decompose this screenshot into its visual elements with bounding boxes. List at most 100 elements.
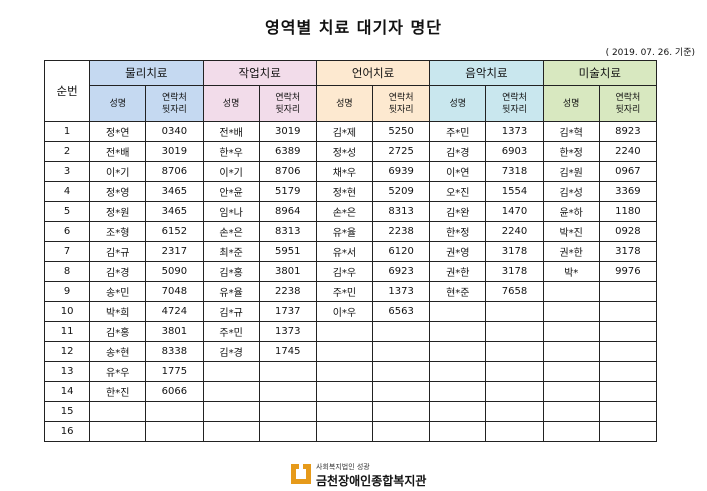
- phone-suffix-cell: [598, 421, 658, 442]
- patient-name-cell: 김*경: [429, 141, 487, 162]
- row-number: 2: [43, 141, 91, 162]
- patient-name-cell: [202, 401, 260, 422]
- patient-name-cell: 김*경: [202, 341, 260, 362]
- patient-name-cell: [202, 361, 260, 382]
- table-row: 11 김*홍 3801 주*민 1373: [43, 321, 658, 342]
- patient-name-cell: 정*현: [315, 181, 374, 202]
- phone-suffix-cell: [485, 341, 544, 362]
- table-row: 5 정*원 3465 임*나 8964 손*은 8313 김*완 1470 윤*하 1180: [43, 201, 658, 222]
- phone-suffix-cell: 5179: [258, 181, 317, 202]
- phone-suffix-cell: 5250: [372, 121, 431, 142]
- patient-name-cell: [429, 321, 487, 342]
- phone-suffix-cell: 1554: [485, 181, 544, 202]
- phone-suffix-cell: 3465: [145, 181, 204, 202]
- patient-name-cell: 김*홍: [89, 321, 147, 342]
- patient-name-cell: [89, 401, 147, 422]
- patient-name-cell: 유*서: [315, 241, 374, 262]
- table-row: 9 송*민 7048 유*율 2238 주*민 1373 현*준 7658: [43, 281, 658, 302]
- patient-name-cell: 주*민: [315, 281, 374, 302]
- phone-suffix-cell: [485, 361, 544, 382]
- phone-suffix-cell: 0340: [145, 121, 204, 142]
- phone-column-header: 연락처 뒷자리: [372, 85, 431, 122]
- patient-name-cell: 오*진: [429, 181, 487, 202]
- phone-suffix-cell: 8706: [258, 161, 317, 182]
- phone-suffix-cell: 3369: [598, 181, 658, 202]
- table-row: 1 정*연 0340 전*배 3019 김*제 5250 주*민 1373 김*혁 8923: [43, 121, 658, 142]
- patient-name-cell: 정*성: [315, 141, 374, 162]
- patient-name-cell: 김*우: [315, 261, 374, 282]
- group-header: 언어치료: [315, 60, 431, 86]
- phone-suffix-cell: 0928: [598, 221, 658, 242]
- patient-name-cell: 박*진: [542, 221, 600, 242]
- phone-suffix-cell: 1745: [258, 341, 317, 362]
- phone-suffix-cell: 3801: [258, 261, 317, 282]
- phone-suffix-cell: [598, 301, 658, 322]
- table-body: 1 정*연 0340 전*배 3019 김*제 5250 주*민 1373 김*혁 8923 2 전*배…: [43, 121, 658, 442]
- phone-suffix-cell: [598, 281, 658, 302]
- phone-suffix-cell: 3465: [145, 201, 204, 222]
- row-number: 10: [43, 301, 91, 322]
- patient-name-cell: 정*영: [89, 181, 147, 202]
- patient-name-cell: [542, 361, 600, 382]
- table-row: 8 김*경 5090 김*홍 3801 김*우 6923 권*한 3178 박* 9976: [43, 261, 658, 282]
- patient-name-cell: [429, 341, 487, 362]
- patient-name-cell: 이*우: [315, 301, 374, 322]
- phone-suffix-cell: 3019: [145, 141, 204, 162]
- name-column-header: 성명: [89, 85, 147, 122]
- phone-suffix-cell: 6923: [372, 261, 431, 282]
- patient-name-cell: [315, 381, 374, 402]
- row-number: 16: [43, 421, 91, 442]
- patient-name-cell: [542, 321, 600, 342]
- patient-name-cell: 김*원: [542, 161, 600, 182]
- patient-name-cell: [315, 341, 374, 362]
- patient-name-cell: 임*나: [202, 201, 260, 222]
- row-number: 14: [43, 381, 91, 402]
- phone-header-line1: 연락처: [388, 92, 414, 103]
- phone-suffix-cell: 6152: [145, 221, 204, 242]
- patient-name-cell: 유*율: [202, 281, 260, 302]
- phone-suffix-cell: 3801: [145, 321, 204, 342]
- name-column-header: 성명: [429, 85, 487, 122]
- phone-suffix-cell: [258, 361, 317, 382]
- phone-suffix-cell: 3178: [485, 261, 544, 282]
- phone-suffix-cell: [372, 421, 431, 442]
- phone-column-header: 연락처 뒷자리: [598, 85, 658, 122]
- patient-name-cell: [315, 321, 374, 342]
- group-header-row: 순번 물리치료 작업치료 언어치료 음악치료 미술치료: [43, 60, 658, 122]
- patient-name-cell: [542, 341, 600, 362]
- table-row: 13 유*우 1775: [43, 361, 658, 382]
- row-number: 4: [43, 181, 91, 202]
- row-number: 8: [43, 261, 91, 282]
- patient-name-cell: 한*정: [429, 221, 487, 242]
- phone-header-line1: 연락처: [502, 92, 527, 103]
- patient-name-cell: 권*영: [429, 241, 487, 262]
- patient-name-cell: 권*한: [429, 261, 487, 282]
- phone-suffix-cell: [485, 421, 544, 442]
- phone-suffix-cell: 8338: [145, 341, 204, 362]
- phone-suffix-cell: 5951: [258, 241, 317, 262]
- phone-suffix-cell: 4724: [145, 301, 204, 322]
- patient-name-cell: 김*규: [89, 241, 147, 262]
- phone-suffix-cell: [598, 381, 658, 402]
- phone-header-line2: 뒷자리: [502, 104, 527, 115]
- patient-name-cell: 한*진: [89, 381, 147, 402]
- group-header: 미술치료: [542, 60, 658, 86]
- phone-suffix-cell: [485, 401, 544, 422]
- patient-name-cell: 김*홍: [202, 261, 260, 282]
- phone-suffix-cell: 3019: [258, 121, 317, 142]
- phone-suffix-cell: 2238: [372, 221, 431, 242]
- page-title: 영역별 치료 대기자 명단: [265, 18, 442, 37]
- phone-suffix-cell: 7048: [145, 281, 204, 302]
- phone-suffix-cell: [258, 421, 317, 442]
- phone-suffix-cell: 7318: [485, 161, 544, 182]
- row-number: 12: [43, 341, 91, 362]
- patient-name-cell: 박*: [542, 261, 600, 282]
- number-header: 순번: [43, 60, 91, 122]
- name-column-header: 성명: [202, 85, 260, 122]
- phone-suffix-cell: 1775: [145, 361, 204, 382]
- patient-name-cell: 안*윤: [202, 181, 260, 202]
- patient-name-cell: 김*제: [315, 121, 374, 142]
- phone-suffix-cell: 6066: [145, 381, 204, 402]
- phone-suffix-cell: [485, 381, 544, 402]
- patient-name-cell: 전*배: [202, 121, 260, 142]
